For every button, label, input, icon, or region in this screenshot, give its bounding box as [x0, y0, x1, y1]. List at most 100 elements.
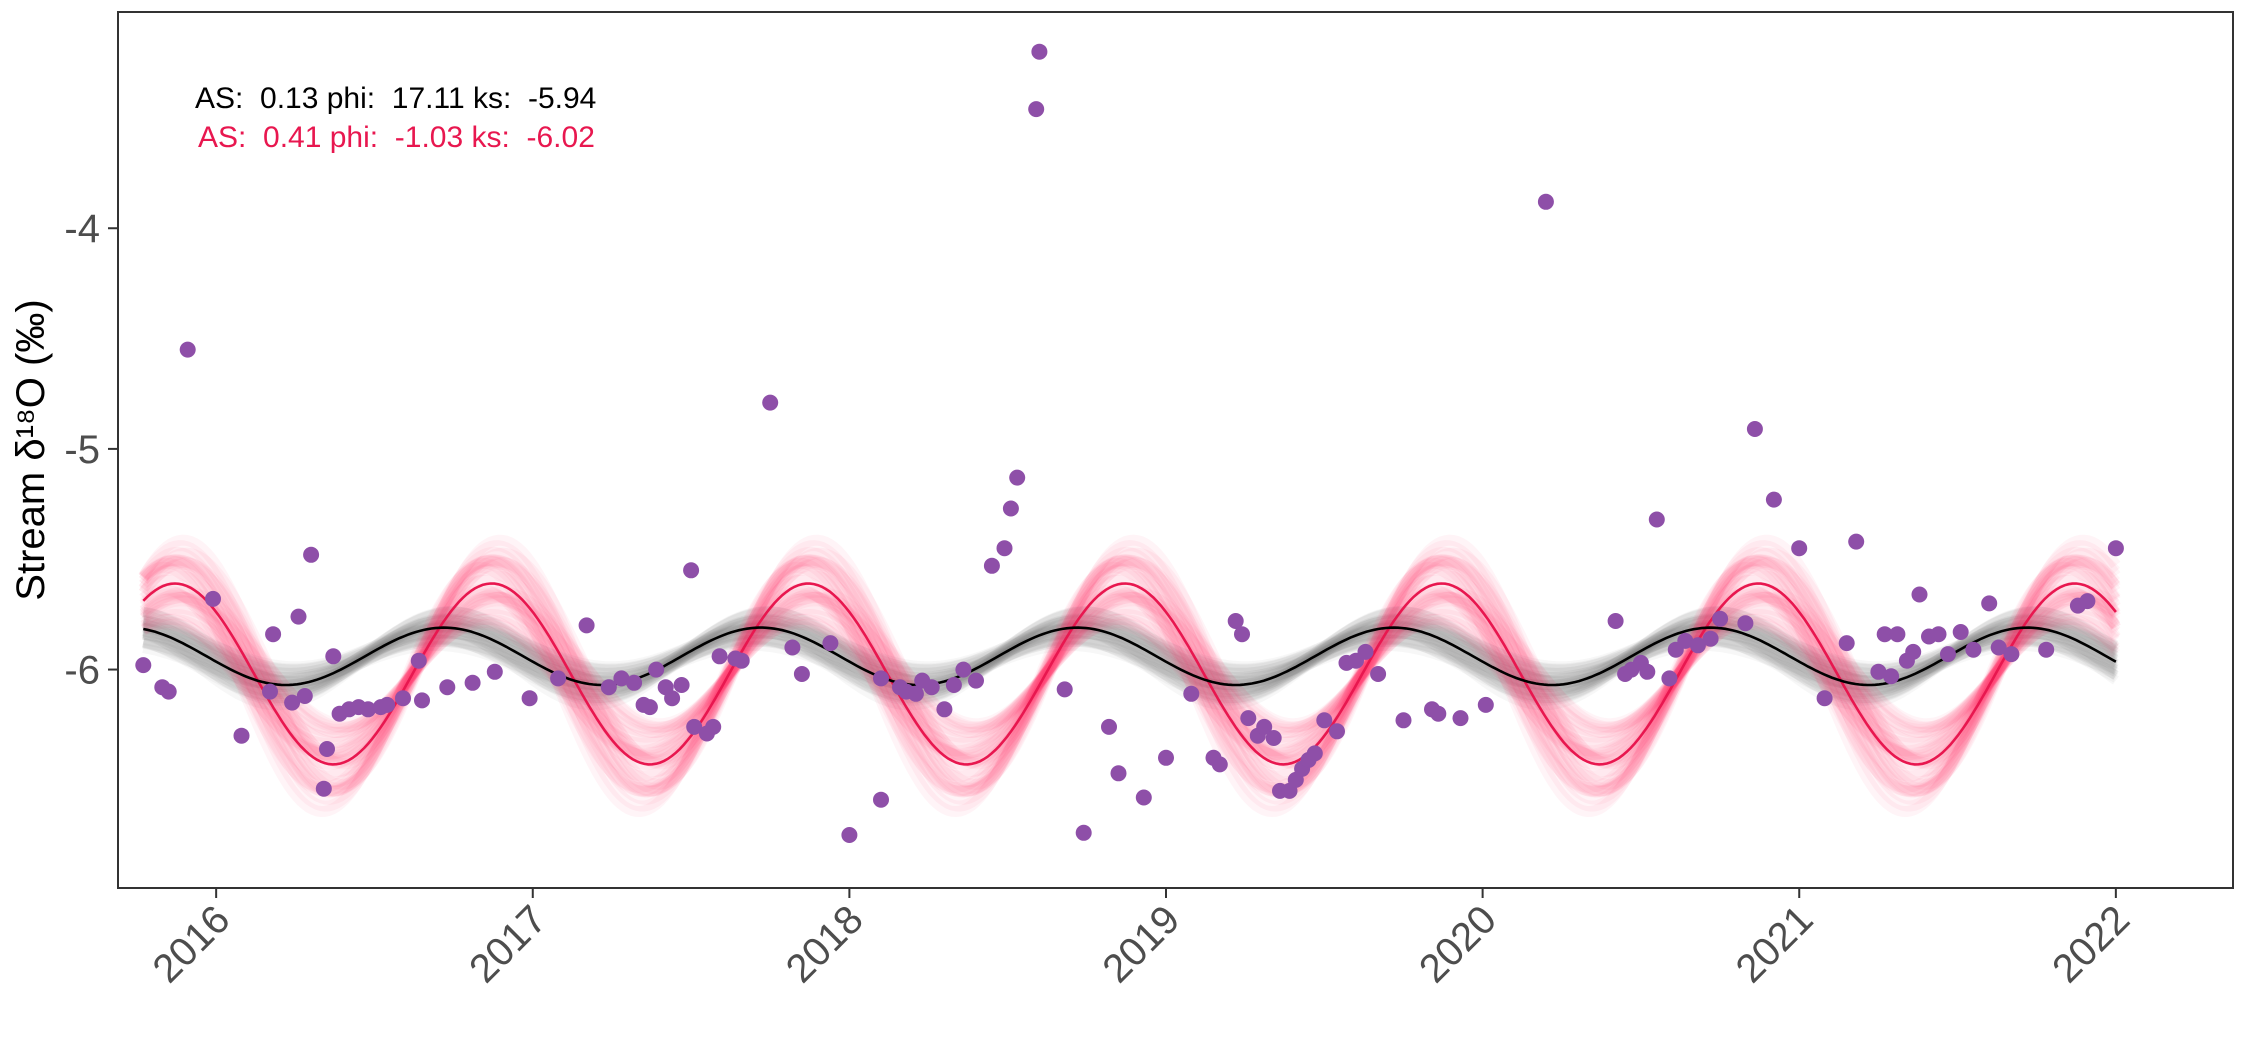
red-fit-uncertainty-curve	[138, 546, 2121, 797]
red-fit-uncertainty-curve	[138, 534, 2121, 790]
red-fit-uncertainty-curve	[139, 591, 2120, 748]
data-point	[968, 672, 984, 689]
data-point	[1240, 710, 1257, 727]
red-fit-uncertainty-curve	[139, 570, 2121, 766]
black-fit-uncertainty-curve	[142, 635, 2118, 691]
red-fit-uncertainty-curve	[140, 613, 2120, 760]
black-fit-uncertainty-curve	[142, 640, 2118, 690]
data-point	[1648, 511, 1665, 528]
red-fit-uncertainty-curve	[139, 561, 2121, 818]
red-fit-uncertainty-curve	[139, 555, 2121, 798]
data-point	[1911, 586, 1928, 603]
black-fit-uncertainty-curve	[142, 606, 2119, 687]
data-point	[2079, 593, 2096, 610]
y-axis: -6 -5 -4	[64, 207, 118, 693]
data-point	[1965, 641, 1982, 658]
black-fit-uncertainty-curve	[142, 626, 2119, 692]
data-point	[705, 718, 722, 735]
data-point	[1110, 765, 1127, 782]
data-point	[179, 341, 196, 358]
data-point	[936, 701, 953, 718]
red-fit-uncertainty-curve	[140, 602, 2120, 735]
red-fit-uncertainty-curve	[140, 616, 2120, 749]
data-point	[1256, 718, 1273, 735]
black-fit-uncertainty-curve	[141, 634, 2119, 698]
black-fit-uncertainty-curve	[142, 621, 2119, 684]
data-point	[793, 666, 810, 682]
data-point	[1477, 696, 1494, 713]
data-point	[673, 677, 690, 693]
red-fit-uncertainty-curve	[138, 547, 2120, 770]
data-point	[1838, 635, 1855, 652]
black-fit-uncertainty-curve	[142, 622, 2118, 674]
data-point	[550, 670, 567, 687]
y-tick-label: -4	[64, 207, 100, 251]
data-point	[319, 741, 335, 757]
data-point	[1746, 421, 1763, 437]
data-point	[1056, 681, 1073, 698]
data-point	[1883, 668, 1900, 685]
data-point	[325, 648, 342, 665]
data-point	[923, 679, 940, 696]
data-point	[1075, 824, 1092, 841]
data-point	[1981, 595, 1998, 612]
y-tick-label: -6	[64, 649, 100, 693]
data-point	[1990, 639, 2007, 656]
data-point	[1791, 540, 1808, 557]
red-fit-uncertainty-curve	[139, 590, 2120, 759]
red-fit-uncertainty-curve	[139, 595, 2120, 734]
red-fit-uncertainty-curve	[139, 591, 2119, 730]
data-point	[303, 546, 320, 563]
red-fit-line	[142, 582, 2117, 766]
data-point	[395, 690, 411, 707]
data-point	[683, 562, 700, 579]
data-point	[1452, 710, 1469, 727]
data-point	[315, 780, 332, 797]
data-point	[664, 690, 681, 707]
y-tick-label: -5	[64, 428, 100, 472]
red-fit-uncertainty-curve	[139, 588, 2121, 770]
data-point	[1940, 646, 1956, 663]
data-point	[1952, 624, 1969, 640]
red-fit-uncertainty-curve	[139, 557, 2121, 812]
y-axis-title: Stream δ¹⁸O (‰)	[9, 299, 53, 600]
red-fit-uncertainty-curve	[140, 613, 2120, 743]
data-point	[1135, 789, 1152, 806]
black-fit-uncertainty-curve	[141, 622, 2119, 706]
black-fit-uncertainty-curve	[142, 606, 2119, 693]
annotation-black-fit: AS: 0.13 phi: 17.11 ks: -5.94	[195, 82, 596, 115]
data-point	[1661, 670, 1678, 687]
data-point	[1765, 491, 1782, 508]
data-point	[160, 683, 177, 700]
data-point	[1183, 685, 1200, 702]
black-fit-uncertainty-curve	[142, 617, 2119, 686]
data-point	[1677, 632, 1694, 649]
black-fit-uncertainty-curve	[142, 627, 2119, 693]
data-point	[1370, 666, 1387, 682]
data-point	[1329, 723, 1345, 740]
data-point	[945, 677, 962, 693]
red-fit-uncertainty-curve	[140, 603, 2121, 761]
red-fit-uncertainty-curve	[139, 564, 2121, 798]
black-fit-uncertainty-curve	[142, 636, 2118, 685]
black-fit-uncertainty-curve	[142, 614, 2119, 694]
red-fit-uncertainty-curve	[138, 556, 2120, 766]
data-point	[290, 608, 307, 625]
red-fit-uncertainty-curve	[139, 555, 2121, 805]
data-point	[822, 635, 839, 652]
black-fit-uncertainty-curve	[143, 620, 2118, 672]
data-point	[2107, 540, 2124, 557]
data-point	[262, 683, 278, 700]
data-point	[2003, 646, 2020, 663]
red-fit-uncertainty-curve	[140, 608, 2120, 739]
data-point	[1712, 610, 1729, 627]
fit-lines	[142, 582, 2117, 766]
data-point	[1031, 43, 1048, 60]
data-point	[1930, 626, 1947, 643]
red-fit-uncertainty-curve	[138, 558, 2121, 768]
plot-panel-border	[117, 11, 2234, 889]
data-point	[1211, 756, 1228, 773]
black-fit-uncertainty-curve	[142, 636, 2118, 691]
data-point	[1905, 643, 1922, 660]
